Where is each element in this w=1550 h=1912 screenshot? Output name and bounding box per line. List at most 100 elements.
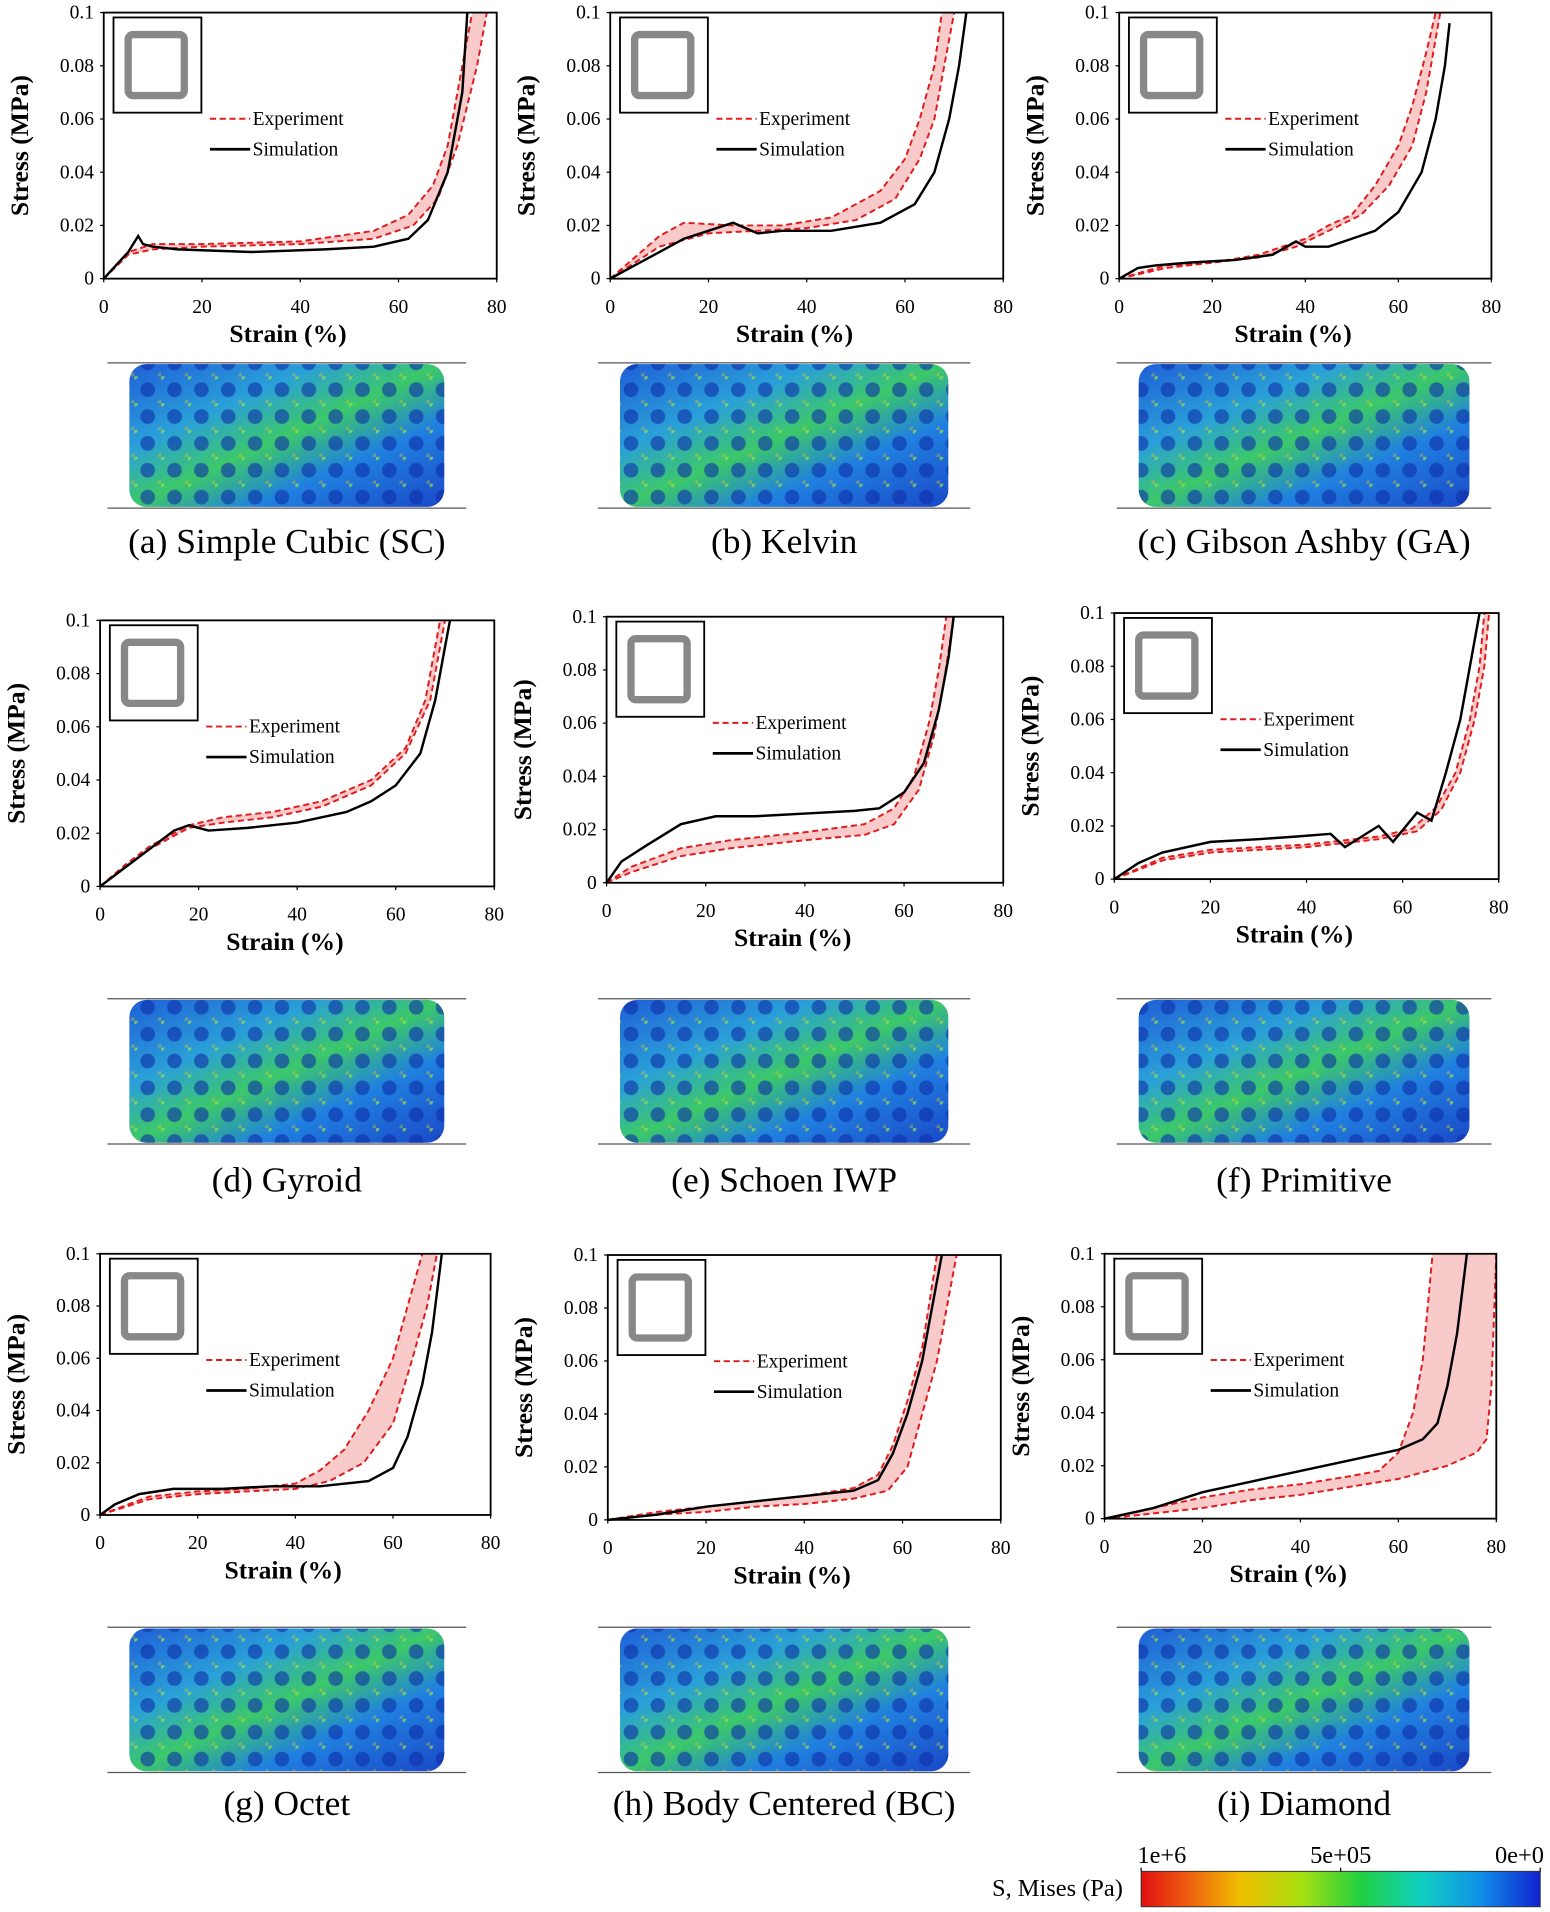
unit-cell-shape (1135, 631, 1199, 700)
fe-render-cells (1138, 1628, 1470, 1772)
y-tick-label: 0.1 (576, 3, 600, 24)
x-tick-label: 80 (993, 901, 1013, 922)
experiment-lower-line (99, 1253, 438, 1516)
y-tick-label: 0.06 (1061, 1350, 1095, 1371)
y-axis-label: Stress (MPa) (512, 75, 541, 216)
y-tick-label: 0.04 (56, 770, 90, 791)
x-tick-label: 40 (1297, 897, 1317, 918)
simulation-line (1118, 23, 1451, 280)
y-tick-label: 0.04 (56, 1401, 90, 1422)
y-tick-label: 0.1 (574, 1245, 598, 1266)
y-tick-label: 0.1 (1070, 1244, 1094, 1265)
x-tick-label: 60 (389, 297, 409, 318)
x-tick-label: 0 (605, 297, 615, 318)
x-tick-label: 80 (487, 297, 507, 318)
x-tick-label: 60 (386, 905, 406, 926)
x-axis-label: Strain (%) (736, 319, 853, 348)
y-tick-label: 0 (81, 1505, 91, 1526)
y-axis-label: Stress (MPa) (1, 683, 30, 824)
x-tick-label: 60 (1389, 297, 1409, 318)
unit-cell-shape (1139, 30, 1204, 100)
legend-label: Simulation (1268, 139, 1354, 160)
y-axis-label: Stress (MPa) (508, 679, 537, 820)
x-tick-label: 80 (485, 905, 505, 926)
y-tick-label: 0.1 (1085, 3, 1109, 24)
experiment-lower-line (1113, 612, 1491, 881)
y-axis-label: Stress (MPa) (1016, 676, 1045, 817)
legend-label: Experiment (755, 713, 847, 734)
y-tick-label: 0.02 (56, 1453, 90, 1474)
simulation-line (1113, 612, 1481, 881)
unit-cell-shape (627, 635, 691, 704)
x-tick-label: 20 (189, 905, 209, 926)
x-tick-label: 80 (1487, 1537, 1507, 1558)
plot-frame (609, 11, 1005, 280)
experiment-lower-line (1104, 1253, 1498, 1520)
panel-caption: (e) Schoen IWP (671, 1160, 897, 1200)
fe-render-cells (129, 1628, 445, 1772)
legend-label: Experiment (1263, 709, 1355, 730)
simulation-line (609, 12, 968, 280)
x-tick-label: 0 (95, 1533, 105, 1554)
simulation-line (99, 1253, 444, 1516)
x-axis-label: Strain (%) (224, 1555, 341, 1584)
simulation-line (605, 616, 955, 884)
y-tick-label: 0.04 (566, 162, 600, 183)
unit-cell-shape (1125, 1272, 1189, 1341)
fe-render-cells (620, 1628, 949, 1772)
y-tick-label: 0.02 (563, 820, 597, 841)
legend-label: Experiment (249, 717, 341, 738)
colorbar-tick-label: 1e+6 (1137, 1842, 1186, 1869)
x-axis-label: Strain (%) (734, 923, 851, 952)
y-tick-label: 0.02 (56, 823, 90, 844)
y-tick-label: 0 (1085, 1509, 1095, 1530)
fe-render-cells (620, 999, 949, 1143)
y-tick-label: 0 (81, 877, 91, 898)
x-axis-label: Strain (%) (226, 927, 343, 956)
x-tick-label: 40 (286, 1533, 306, 1554)
x-tick-label: 40 (290, 297, 310, 318)
experiment-upper-line (103, 12, 474, 280)
x-tick-label: 60 (1393, 897, 1413, 918)
x-tick-label: 40 (795, 1538, 815, 1559)
x-tick-label: 60 (1389, 1537, 1409, 1558)
experiment-upper-line (609, 12, 943, 280)
x-tick-label: 20 (696, 901, 716, 922)
legend-label: Simulation (1263, 740, 1349, 761)
colorbar-label: S, Mises (Pa) (992, 1875, 1123, 1902)
x-tick-label: 20 (192, 297, 212, 318)
y-tick-label: 0.02 (1061, 1456, 1095, 1477)
x-tick-label: 60 (383, 1533, 403, 1554)
panel-caption: (h) Body Centered (BC) (613, 1783, 956, 1823)
panel-caption: (g) Octet (223, 1783, 350, 1823)
x-tick-label: 20 (696, 1538, 716, 1559)
unit-cell-shape (628, 1273, 693, 1342)
simulation-line (102, 12, 469, 280)
x-tick-label: 40 (1296, 297, 1316, 318)
y-axis-label: Stress (MPa) (1021, 75, 1050, 216)
x-tick-label: 0 (99, 297, 109, 318)
y-tick-label: 0.08 (56, 1296, 90, 1317)
legend-label: Experiment (757, 1351, 849, 1372)
y-tick-label: 0.06 (56, 717, 90, 738)
y-tick-label: 0.08 (564, 1298, 598, 1319)
legend-label: Experiment (1253, 1350, 1345, 1371)
x-tick-label: 80 (481, 1533, 501, 1554)
x-tick-label: 60 (893, 1538, 913, 1559)
y-tick-label: 0.06 (564, 1351, 598, 1372)
plot-frame (99, 619, 496, 888)
y-tick-label: 0.1 (66, 1244, 90, 1265)
legend-label: Simulation (759, 139, 845, 160)
panel-caption: (a) Simple Cubic (SC) (128, 521, 445, 561)
experiment-band (100, 1253, 437, 1515)
y-tick-label: 0.06 (566, 109, 600, 130)
experiment-upper-line (606, 616, 948, 884)
x-tick-label: 0 (603, 1538, 613, 1559)
legend-label: Simulation (1253, 1381, 1339, 1402)
x-tick-label: 0 (1100, 1537, 1110, 1558)
y-tick-label: 0 (587, 873, 597, 894)
panel-caption: (d) Gyroid (212, 1160, 363, 1200)
y-tick-label: 0.04 (1061, 1403, 1095, 1424)
y-tick-label: 0.02 (1070, 816, 1104, 837)
